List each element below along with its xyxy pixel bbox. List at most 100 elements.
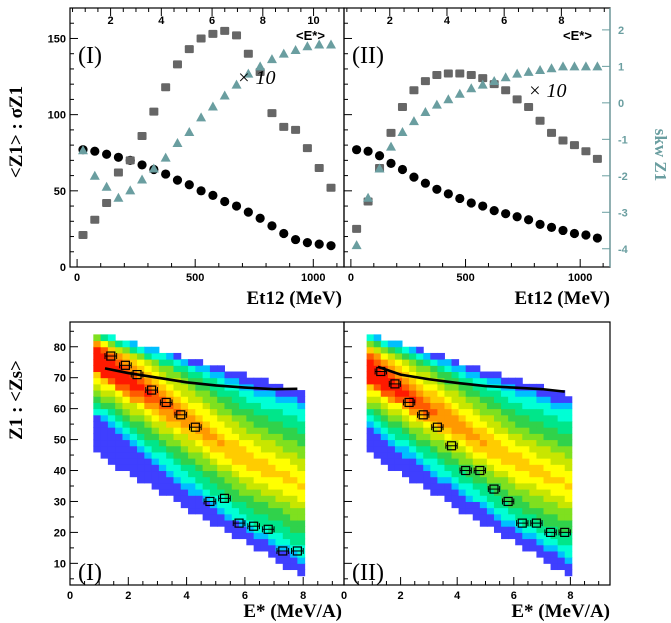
heatmap-cell xyxy=(444,489,453,496)
heatmap-cell xyxy=(479,371,488,379)
heatmap-cell xyxy=(444,408,453,416)
heatmap-cell xyxy=(437,470,445,478)
heatmap-cell xyxy=(260,476,269,484)
heatmap-cell xyxy=(501,445,509,453)
heatmap-cell xyxy=(166,451,174,459)
heatmap-cell xyxy=(260,451,269,459)
heatmap-cell xyxy=(451,414,460,422)
heatmap-cell xyxy=(479,414,488,422)
heatmap-cell xyxy=(231,532,240,540)
heatmap-cell xyxy=(246,489,255,496)
heatmap-cell xyxy=(202,445,211,453)
heatmap-cell xyxy=(122,414,131,422)
heatmap-cell xyxy=(387,390,396,397)
heatmap-cell xyxy=(137,433,145,441)
heatmap-cell xyxy=(543,470,552,478)
heatmap-cell xyxy=(115,414,123,422)
heatmap-cell xyxy=(297,408,306,416)
heatmap-cell xyxy=(253,489,262,496)
heatmap-cell xyxy=(501,427,509,434)
heatmap-cell xyxy=(290,458,298,465)
heatmap-cell xyxy=(529,421,537,428)
heatmap-cell xyxy=(202,507,211,515)
heatmap-cell xyxy=(493,513,502,521)
heatmap-cell xyxy=(290,507,298,515)
skewness-point xyxy=(477,79,488,89)
heatmap-cell xyxy=(430,383,438,391)
heatmap-cell xyxy=(224,390,233,397)
z1-open-square xyxy=(120,360,130,370)
z1-open-square xyxy=(263,524,273,534)
heatmap-cell xyxy=(394,390,403,397)
heatmap-cell xyxy=(508,470,516,478)
heatmap-cell xyxy=(444,365,453,373)
heatmap-cell xyxy=(508,390,516,397)
heatmap-cell xyxy=(451,421,460,428)
heatmap-cell xyxy=(268,513,276,521)
skewness-point xyxy=(101,181,112,191)
heatmap-cell xyxy=(268,421,276,428)
heatmap-cell xyxy=(246,507,255,515)
heatmap-cell xyxy=(107,377,116,385)
heatmap-cell xyxy=(508,427,516,434)
heatmap-cell xyxy=(195,433,204,441)
heatmap-cell xyxy=(515,501,523,509)
heatmap-cell xyxy=(122,439,131,447)
heatmap-cell xyxy=(100,334,109,342)
heatmap-cell xyxy=(402,359,410,366)
heatmap-cell xyxy=(536,544,544,552)
heatmap-cell xyxy=(486,439,495,447)
heatmap-cell xyxy=(522,464,530,472)
sigma-z1-point xyxy=(352,224,362,233)
heatmap-cell xyxy=(501,507,509,515)
heatmap-cell xyxy=(387,458,396,465)
heatmap-cell xyxy=(557,433,566,441)
heatmap-cell xyxy=(209,458,218,465)
heatmap-cell xyxy=(100,414,109,422)
heatmap-cell xyxy=(380,340,389,348)
skewness-point xyxy=(219,90,230,100)
heatmap-cell xyxy=(246,513,255,521)
heatmap-cell xyxy=(458,458,467,465)
heatmap-cell xyxy=(202,489,211,496)
heatmap-cell xyxy=(275,396,284,403)
heatmap-cell xyxy=(444,396,453,403)
heatmap-cell xyxy=(416,451,424,459)
heatmap-cell xyxy=(529,445,537,453)
mean-z1-point xyxy=(161,169,171,179)
heatmap-cell xyxy=(394,439,403,447)
heatmap-cell xyxy=(144,371,153,379)
heatmap-cell xyxy=(188,421,196,428)
heatmap-cell xyxy=(366,352,375,360)
mean-z1-point xyxy=(489,206,499,216)
heatmap-cell xyxy=(402,470,410,478)
heatmap-cell xyxy=(529,396,537,403)
heatmap-cell xyxy=(409,377,417,385)
heatmap-cell xyxy=(394,414,403,422)
heatmap-cell xyxy=(137,377,145,385)
z1-open-square xyxy=(219,493,230,503)
heatmap-cell xyxy=(366,359,375,366)
heatmap-cell xyxy=(166,489,174,496)
heatmap-cell xyxy=(423,396,431,403)
heatmap-cell xyxy=(423,476,431,484)
heatmap-cell xyxy=(246,427,255,434)
heatmap-cell xyxy=(515,458,523,465)
heatmap-cell xyxy=(564,464,573,472)
heatmap-cell xyxy=(366,340,375,348)
heatmap-cell xyxy=(501,439,509,447)
heatmap-cell xyxy=(260,464,269,472)
heatmap-cell xyxy=(515,439,523,447)
heatmap-cell xyxy=(224,396,233,403)
heatmap-cell xyxy=(451,396,460,403)
heatmap-cell xyxy=(451,433,460,441)
heatmap-cell xyxy=(479,501,488,509)
heatmap-cell xyxy=(202,396,211,403)
heatmap-cell xyxy=(550,520,559,527)
heatmap-cell xyxy=(550,414,559,422)
heatmap-cell xyxy=(253,501,262,509)
heatmap-cell xyxy=(239,371,247,379)
mean-z1-point xyxy=(102,149,112,159)
skewness-point xyxy=(397,127,408,137)
heatmap-cell xyxy=(151,408,160,416)
